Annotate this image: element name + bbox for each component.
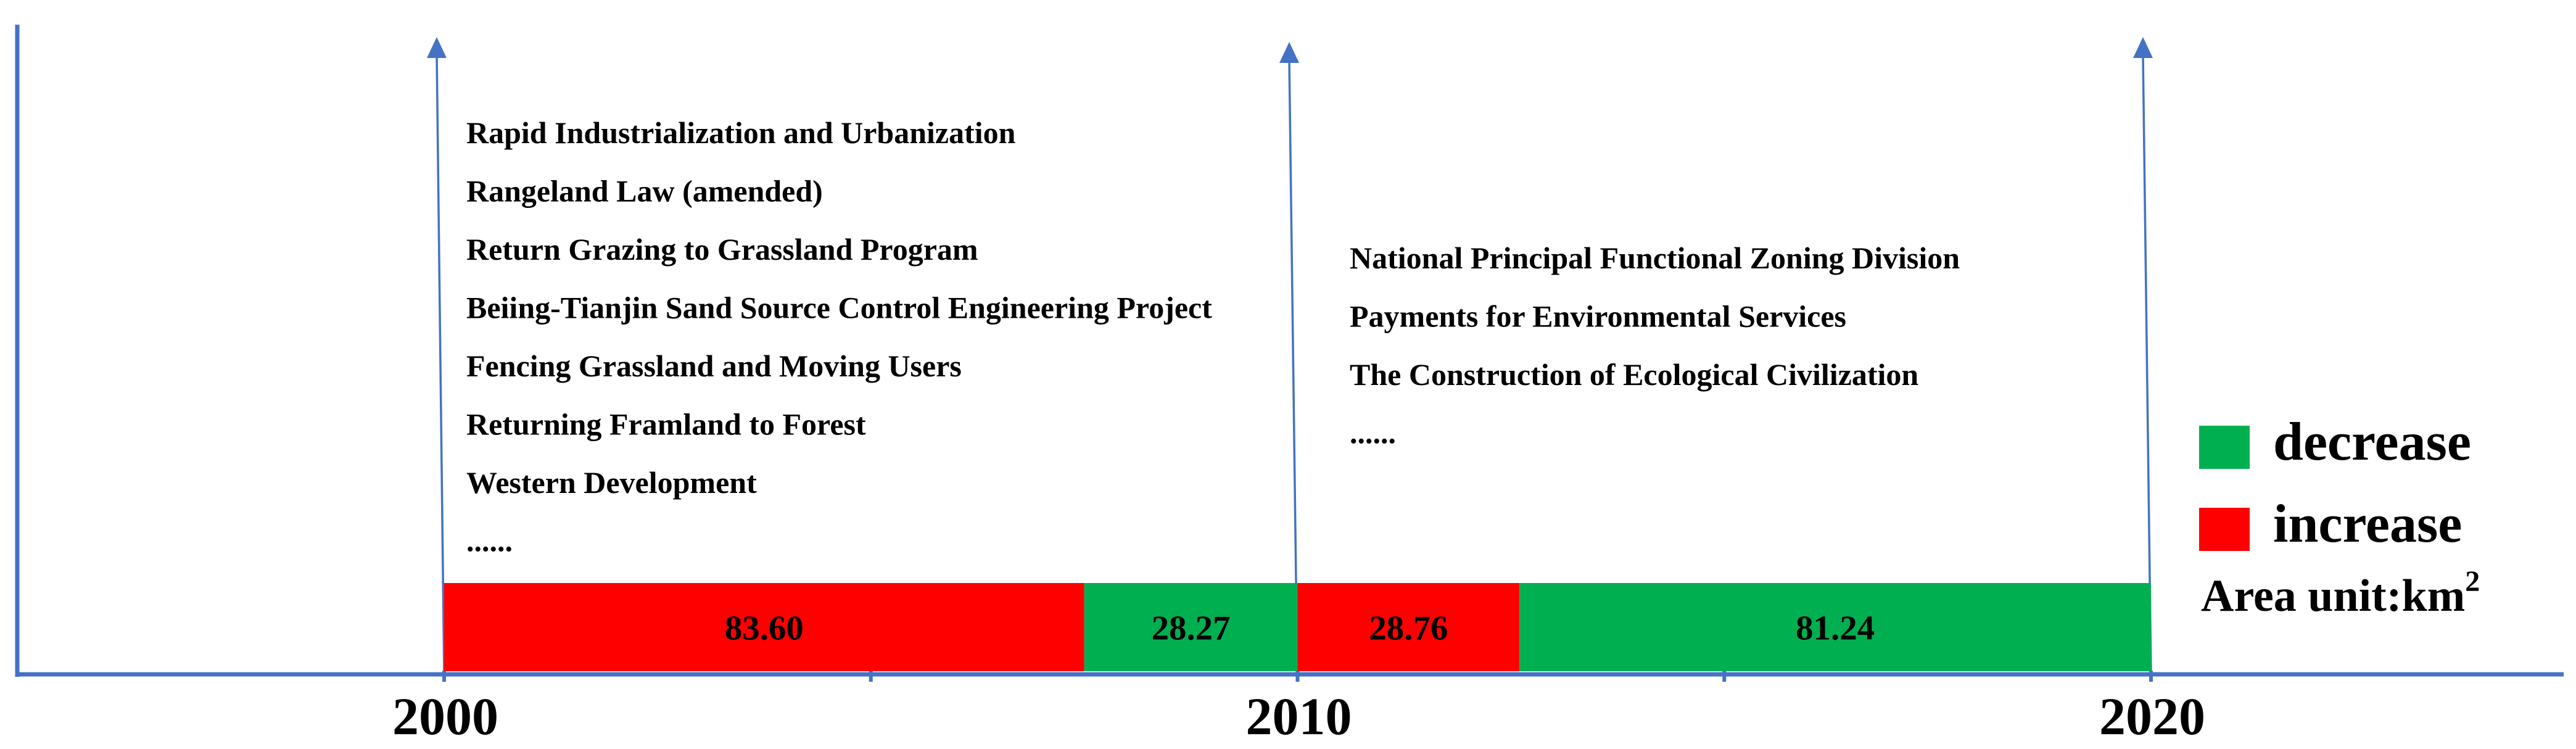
bar-segment-decrease bbox=[1084, 583, 1298, 671]
bar-value-label: 83.60 bbox=[725, 610, 804, 648]
axes-group bbox=[15, 25, 2564, 682]
area-unit-text: Area unit:km bbox=[2201, 571, 2465, 621]
bar-segment-increase bbox=[444, 583, 1084, 671]
period-arrow-line bbox=[436, 54, 445, 675]
policy-item: The Construction of Ecological Civilizat… bbox=[1350, 357, 1918, 392]
area-unit-label: Area unit:km2 bbox=[2201, 565, 2480, 621]
policy-item: Rangeland Law (amended) bbox=[466, 174, 823, 209]
tick-labels-group: 2000 2010 2020 bbox=[392, 687, 2205, 746]
policy-item: Rapid Industrialization and Urbanization bbox=[466, 115, 1016, 150]
legend-swatch-decrease bbox=[2199, 426, 2250, 469]
policy-item: Beiing-Tianjin Sand Source Control Engin… bbox=[466, 291, 1212, 325]
policy-item: Return Grazing to Grassland Program bbox=[466, 232, 978, 267]
x-tick-label: 2020 bbox=[2099, 687, 2205, 746]
x-tick-label: 2010 bbox=[1246, 687, 1352, 746]
bar-value-label: 28.76 bbox=[1369, 610, 1448, 648]
policy-item: Payments for Environmental Services bbox=[1350, 299, 1846, 334]
policy-item: National Principal Functional Zoning Div… bbox=[1350, 241, 1960, 275]
x-tick-label: 2000 bbox=[392, 687, 498, 746]
policy-item: ...... bbox=[1350, 416, 1396, 450]
bars-group: 83.60 28.27 28.76 81.24 bbox=[444, 583, 2151, 671]
legend: decrease increase Area unit:km2 bbox=[2199, 412, 2480, 621]
legend-swatch-increase bbox=[2199, 508, 2250, 551]
policy-text-group: Rapid Industrialization and Urbanization… bbox=[466, 115, 1960, 558]
policy-item: Western Development bbox=[466, 465, 757, 500]
period-arrow-head bbox=[2133, 37, 2153, 58]
legend-label-decrease: decrease bbox=[2273, 412, 2471, 472]
bar-segment-increase bbox=[1297, 583, 1520, 671]
area-unit-superscript: 2 bbox=[2465, 565, 2480, 598]
bar-value-label: 81.24 bbox=[1796, 610, 1875, 648]
bar-segment-decrease bbox=[1519, 583, 2151, 671]
period-arrows-group bbox=[427, 37, 2153, 675]
legend-label-increase: increase bbox=[2273, 494, 2462, 554]
policy-item: Returning Framland to Forest bbox=[466, 407, 866, 442]
policy-item: Fencing Grassland and Moving Users bbox=[466, 349, 962, 383]
policy-item: ...... bbox=[466, 524, 513, 558]
period-arrow-line bbox=[2142, 54, 2152, 675]
period-arrow-head bbox=[427, 37, 447, 58]
bar-value-label: 28.27 bbox=[1152, 610, 1231, 648]
period-arrow-line bbox=[1288, 59, 1298, 675]
period-arrow-head bbox=[1279, 42, 1299, 63]
